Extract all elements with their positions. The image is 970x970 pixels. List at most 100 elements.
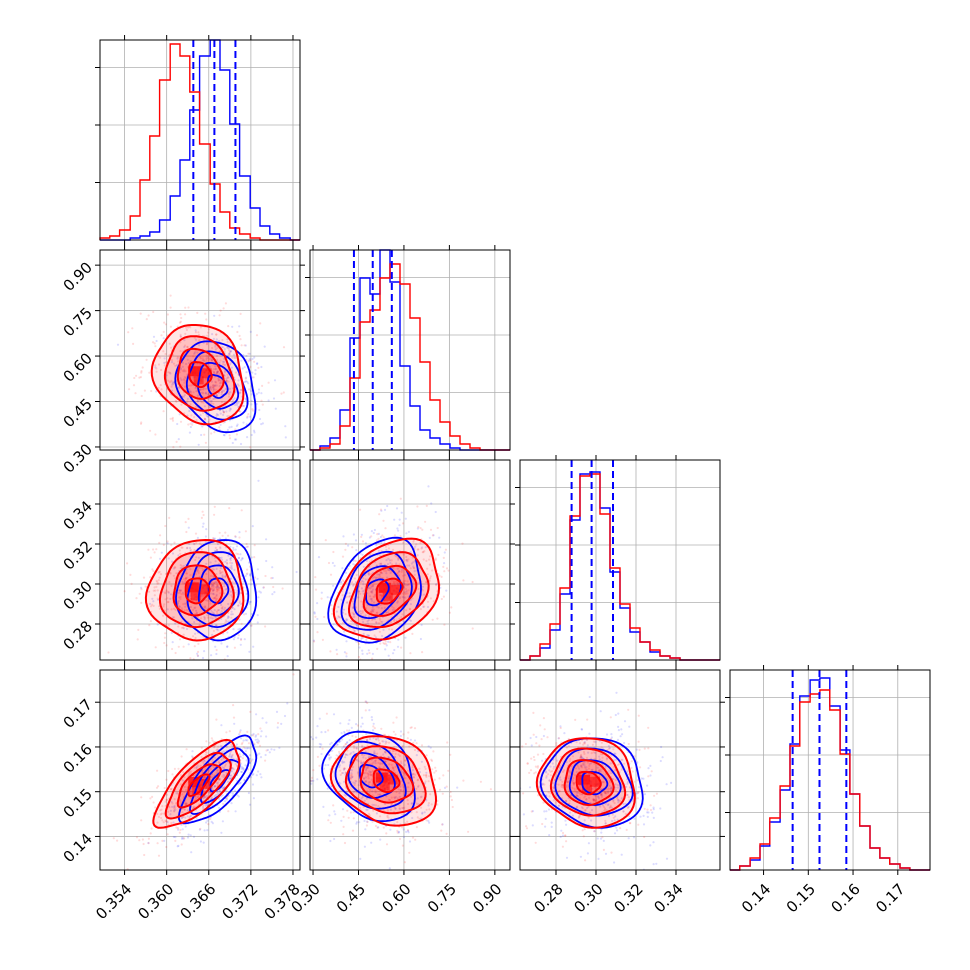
panel-frame bbox=[519, 459, 721, 661]
scatter-point bbox=[427, 780, 430, 783]
scatter-point bbox=[526, 762, 529, 765]
scatter-point bbox=[246, 739, 249, 742]
scatter-point bbox=[194, 632, 197, 635]
scatter-point bbox=[225, 789, 228, 792]
scatter-point bbox=[183, 379, 186, 382]
scatter-point bbox=[397, 638, 400, 641]
scatter-point bbox=[642, 777, 645, 780]
scatter-point bbox=[239, 391, 242, 394]
scatter-point bbox=[371, 584, 374, 587]
scatter-point bbox=[337, 616, 340, 619]
scatter-point bbox=[213, 549, 217, 552]
scatter-point bbox=[147, 841, 150, 845]
scatter-point bbox=[237, 472, 239, 474]
scatter-point bbox=[351, 775, 354, 779]
scatter-point bbox=[206, 794, 209, 797]
scatter-point bbox=[427, 485, 430, 488]
scatter-point bbox=[370, 573, 373, 576]
scatter-point bbox=[368, 788, 372, 792]
scatter-point bbox=[580, 756, 583, 759]
scatter-point bbox=[364, 614, 367, 617]
scatter-point bbox=[415, 742, 418, 745]
scatter-point bbox=[445, 567, 449, 570]
scatter-point bbox=[178, 321, 182, 324]
scatter-point bbox=[445, 589, 448, 592]
scatter-point bbox=[350, 726, 353, 730]
scatter-point bbox=[373, 634, 376, 637]
scatter-point bbox=[394, 807, 397, 810]
scatter-point bbox=[200, 401, 203, 404]
scatter-point bbox=[141, 366, 144, 369]
scatter-point bbox=[361, 590, 364, 593]
scatter-point bbox=[387, 557, 390, 560]
scatter-point bbox=[342, 535, 345, 538]
scatter-point bbox=[431, 768, 434, 771]
scatter-point bbox=[439, 546, 442, 549]
scatter-point bbox=[220, 758, 223, 761]
scatter-point bbox=[413, 665, 415, 667]
scatter-point bbox=[271, 576, 274, 580]
scatter-point bbox=[239, 729, 242, 732]
scatter-point bbox=[198, 542, 201, 545]
scatter-point bbox=[244, 612, 248, 615]
scatter-point bbox=[188, 816, 191, 820]
scatter-point bbox=[392, 580, 395, 583]
scatter-point bbox=[161, 805, 164, 808]
scatter-point bbox=[226, 373, 229, 376]
scatter-point bbox=[583, 764, 586, 767]
scatter-point bbox=[222, 750, 225, 753]
scatter-point bbox=[366, 820, 369, 823]
scatter-point bbox=[212, 387, 215, 390]
scatter-point bbox=[402, 580, 405, 583]
scatter-point bbox=[235, 743, 238, 746]
scatter-point bbox=[156, 598, 160, 601]
scatter-point bbox=[238, 600, 241, 603]
scatter-point bbox=[414, 545, 417, 548]
scatter-point bbox=[216, 549, 219, 552]
scatter-point bbox=[359, 592, 362, 595]
scatter-point bbox=[179, 445, 182, 448]
contour-blue bbox=[177, 734, 258, 825]
scatter-point bbox=[511, 766, 513, 768]
scatter-point bbox=[379, 747, 382, 751]
scatter-point bbox=[270, 748, 273, 751]
scatter-point bbox=[169, 813, 172, 816]
scatter-point bbox=[231, 760, 234, 763]
scatter-point bbox=[189, 425, 192, 429]
scatter-point bbox=[152, 310, 155, 314]
scatter-point bbox=[369, 774, 372, 777]
scatter-point bbox=[408, 851, 411, 854]
scatter-point bbox=[627, 837, 630, 840]
scatter-point bbox=[351, 600, 354, 603]
scatter-point bbox=[201, 770, 204, 773]
scatter-point bbox=[421, 546, 424, 549]
scatter-point bbox=[212, 587, 215, 590]
scatter-point bbox=[195, 612, 198, 615]
scatter-point bbox=[435, 769, 438, 773]
scatter-point bbox=[211, 611, 214, 614]
scatter-point bbox=[282, 346, 286, 349]
scatter-point bbox=[140, 371, 143, 374]
scatter-point bbox=[160, 334, 163, 337]
scatter-point bbox=[156, 842, 159, 845]
scatter-point bbox=[372, 809, 375, 812]
scatter-point bbox=[382, 753, 385, 756]
scatter-point bbox=[583, 819, 586, 822]
scatter-point bbox=[345, 640, 348, 643]
scatter-point bbox=[320, 752, 323, 756]
scatter-point bbox=[412, 566, 415, 569]
scatter-point bbox=[172, 835, 175, 839]
scatter-point bbox=[200, 433, 203, 437]
scatter-point bbox=[201, 510, 204, 513]
scatter-point bbox=[361, 649, 364, 652]
scatter-point bbox=[221, 820, 224, 823]
scatter-point bbox=[251, 409, 255, 412]
scatter-point bbox=[163, 321, 166, 324]
scatter-point bbox=[372, 752, 376, 755]
scatter-point bbox=[234, 548, 237, 551]
scatter-point bbox=[219, 409, 222, 412]
contour-red bbox=[187, 773, 211, 798]
scatter-point bbox=[374, 791, 377, 794]
scatter-point bbox=[346, 601, 349, 604]
scatter-point bbox=[427, 819, 430, 823]
